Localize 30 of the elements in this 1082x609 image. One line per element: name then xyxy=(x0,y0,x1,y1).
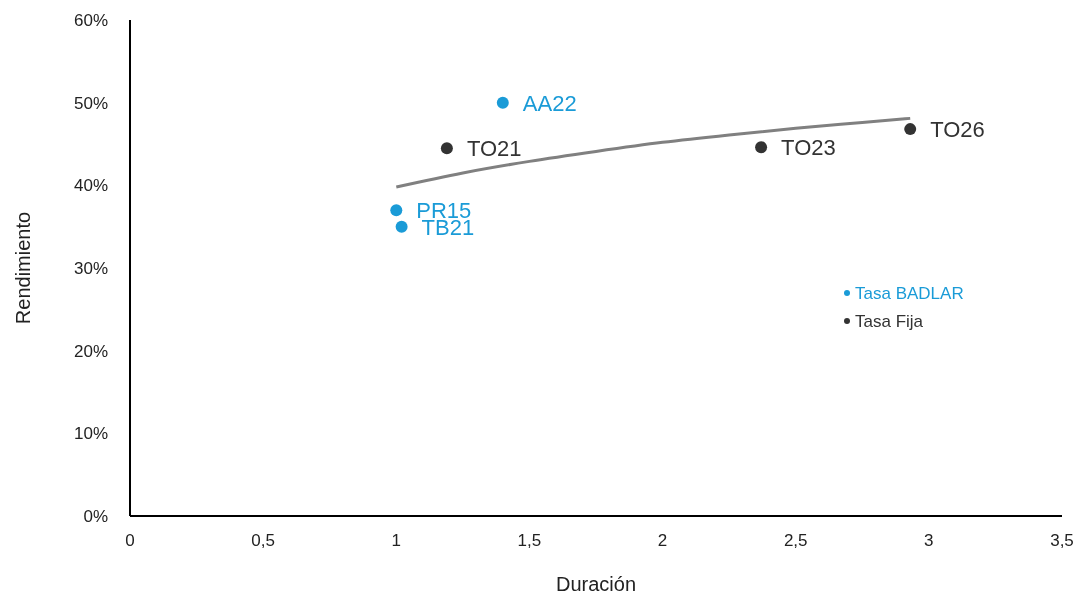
point xyxy=(904,123,917,136)
x-tick-label: 3,5 xyxy=(1050,531,1074,550)
x-tick-label: 0 xyxy=(125,531,135,550)
annotation: AA22 xyxy=(522,90,577,116)
y-axis-title: Rendimiento xyxy=(12,211,34,325)
point xyxy=(440,142,453,155)
x-tick-label: 2,5 xyxy=(783,531,808,550)
point xyxy=(496,96,509,109)
y-tick-label: 30% xyxy=(73,259,108,278)
point xyxy=(755,141,768,154)
annotation: TO23 xyxy=(781,135,836,161)
x-tick-label: 3 xyxy=(924,531,934,550)
y-tick-label: 0% xyxy=(83,507,108,526)
y-tick-label: 20% xyxy=(73,341,108,361)
point xyxy=(395,220,408,233)
x-axis-title: Duración xyxy=(555,573,637,595)
x-tick-label: 1,5 xyxy=(517,531,542,550)
y-tick-label: 50% xyxy=(73,93,108,113)
x-tick-label: 2 xyxy=(657,531,668,550)
y-tick-label: 40% xyxy=(73,176,108,196)
x-tick-label: 0,5 xyxy=(251,531,275,550)
line-series xyxy=(394,116,912,189)
legend-label: Tasa Fija xyxy=(855,312,924,331)
annotation: TO21 xyxy=(466,136,522,162)
y-tick-label: 60% xyxy=(73,11,108,30)
y-tick-label: 10% xyxy=(73,424,108,444)
annotation: TO26 xyxy=(930,117,985,143)
legend-label: Tasa BADLAR xyxy=(855,284,964,303)
x-tick-label: 1 xyxy=(391,531,402,550)
point xyxy=(390,204,403,217)
